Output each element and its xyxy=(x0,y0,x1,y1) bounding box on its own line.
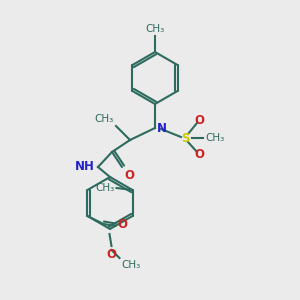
Text: O: O xyxy=(194,148,204,160)
Text: CH₃: CH₃ xyxy=(146,24,165,34)
Text: N: N xyxy=(157,122,167,134)
Text: O: O xyxy=(118,218,128,230)
Text: CH₃: CH₃ xyxy=(122,260,141,270)
Text: CH₃: CH₃ xyxy=(95,183,115,193)
Text: O: O xyxy=(194,115,204,128)
Text: O: O xyxy=(124,169,134,182)
Text: S: S xyxy=(181,131,189,145)
Text: CH₃: CH₃ xyxy=(95,114,114,124)
Text: O: O xyxy=(106,248,116,261)
Text: NH: NH xyxy=(75,160,95,173)
Text: CH₃: CH₃ xyxy=(205,133,224,143)
